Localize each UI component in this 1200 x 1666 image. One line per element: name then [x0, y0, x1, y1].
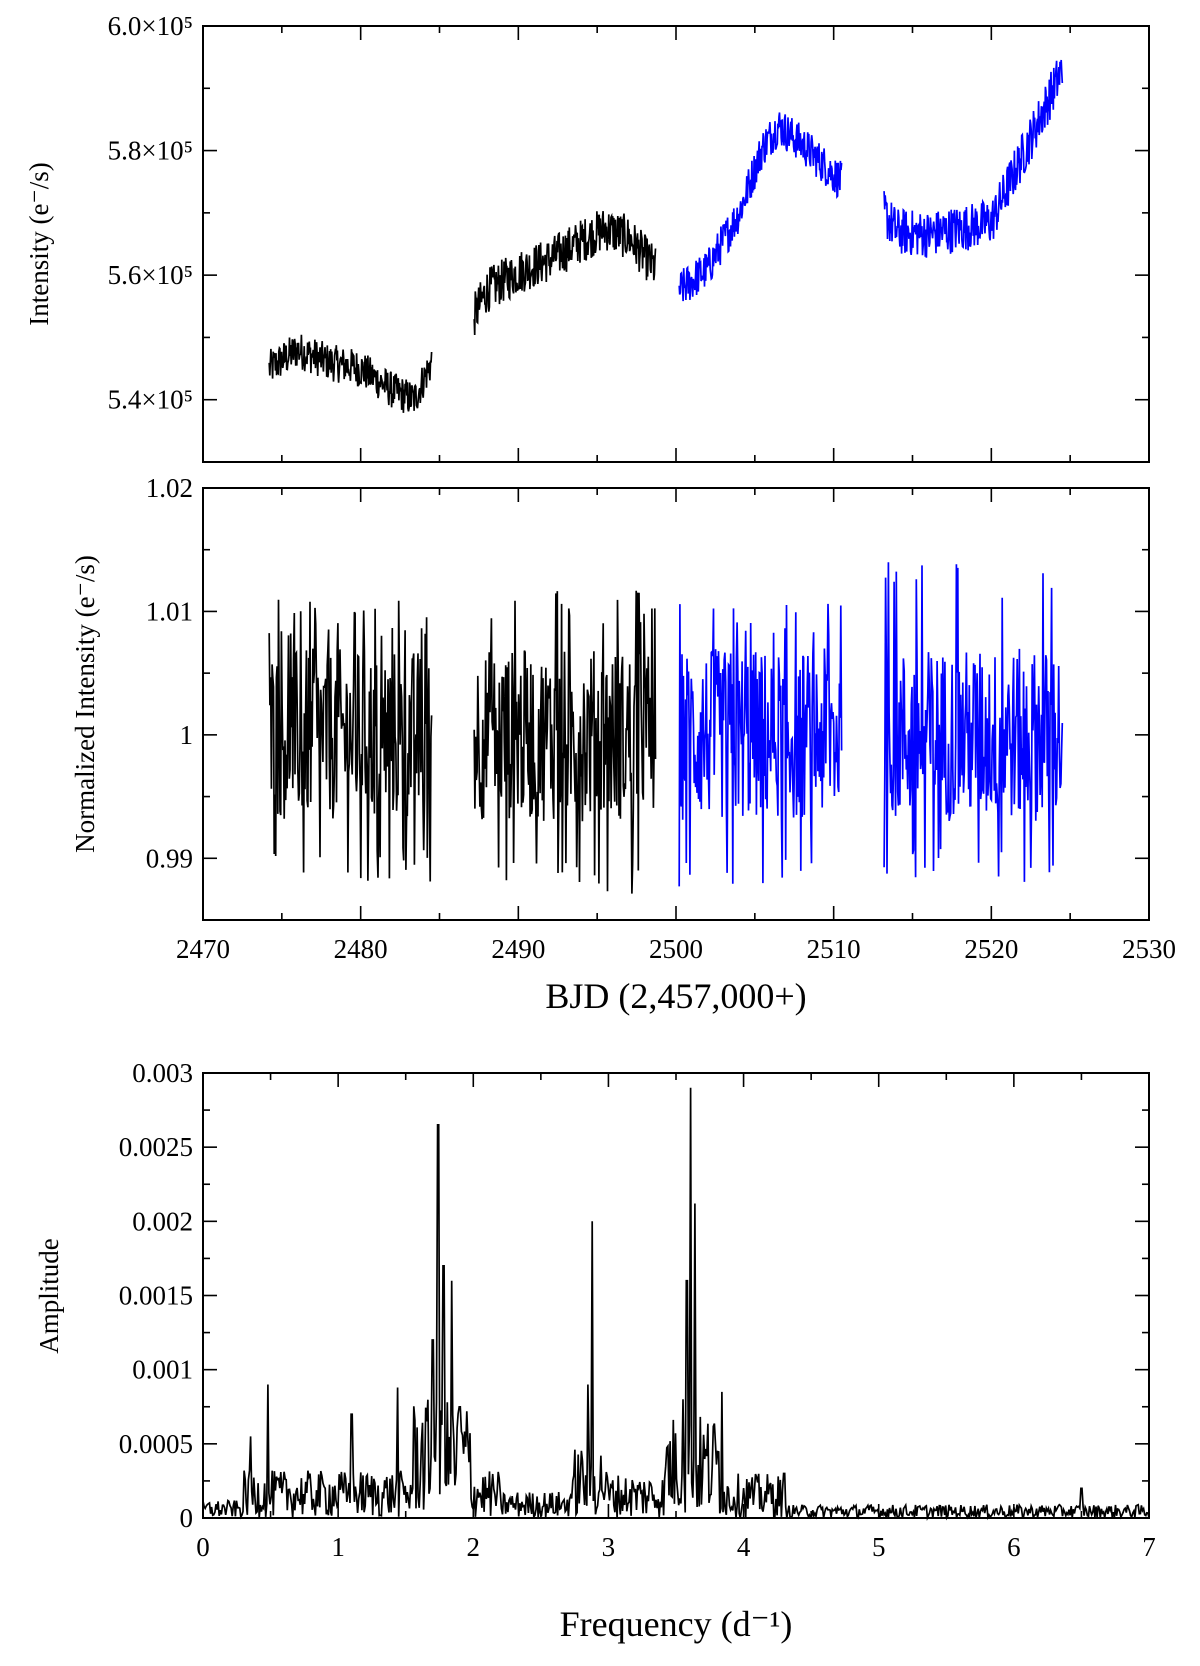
- y-tick-label: 5.8×10⁵: [108, 136, 193, 166]
- x-tick-label: 2520: [964, 934, 1018, 964]
- normalized-series-line: [883, 562, 1064, 882]
- x-tick-label: 0: [196, 1532, 210, 1562]
- intensity-series-line: [473, 211, 657, 336]
- normalized-series-line: [473, 590, 657, 894]
- intensity-y-axis-label: Intensity (e⁻/s): [24, 162, 54, 325]
- panel-normalized: 2470 2480 2490 2500 2510 2520 2530 0.99 1 1.01 1.0…: [70, 473, 1176, 1016]
- intensity-series-line: [268, 334, 433, 413]
- y-tick-label: 0.001: [132, 1355, 193, 1385]
- frequency-x-axis-label: Frequency (d⁻¹): [560, 1604, 793, 1644]
- y-tick-label: 0.0005: [119, 1429, 193, 1459]
- intensity-series-line: [883, 59, 1064, 258]
- y-tick-label: 0.0015: [119, 1281, 193, 1311]
- y-tick-label: 1.02: [146, 473, 193, 503]
- y-tick-label: 0.0025: [119, 1132, 193, 1162]
- y-tick-label: 1.01: [146, 596, 193, 626]
- normalized-series-line: [678, 603, 843, 887]
- amplitude-axis-ticks: 0 1 2 3 4 5 6 7 0 0.0005 0.001 0.0015 0.002 0.0025 0.0…: [119, 1058, 1156, 1562]
- x-tick-label: 6: [1007, 1532, 1021, 1562]
- y-tick-label: 0: [180, 1503, 194, 1533]
- y-tick-label: 5.6×10⁵: [108, 260, 193, 290]
- amplitude-y-axis-label: Amplitude: [34, 1238, 64, 1354]
- normalized-series-area: [268, 562, 1064, 894]
- amplitude-series-area: [202, 1087, 1150, 1521]
- x-tick-label: 2470: [176, 934, 230, 964]
- y-tick-label: 1: [180, 720, 194, 750]
- y-tick-label: 5.4×10⁵: [108, 385, 193, 415]
- bjd-x-axis-label: BJD (2,457,000+): [545, 976, 806, 1016]
- y-tick-label: 0.003: [132, 1058, 193, 1088]
- panel-amplitude: 0 1 2 3 4 5 6 7 0 0.0005 0.001 0.0015 0.002 0.0025 0.0…: [34, 1058, 1156, 1644]
- x-tick-label: 2490: [491, 934, 545, 964]
- y-tick-label: 0.99: [146, 843, 193, 873]
- intensity-plot-frame: [202, 25, 1150, 463]
- normalized-series-line: [268, 599, 433, 882]
- intensity-series-area: [268, 59, 1064, 413]
- x-tick-label: 2: [467, 1532, 481, 1562]
- x-tick-label: 1: [331, 1532, 345, 1562]
- x-tick-label: 2500: [649, 934, 703, 964]
- intensity-series-line: [678, 112, 843, 302]
- x-tick-label: 7: [1142, 1532, 1156, 1562]
- x-tick-label: 3: [602, 1532, 616, 1562]
- panel-intensity: 5.4×10⁵ 5.6×10⁵ 5.8×10⁵ 6.0×10⁵ Intensity (…: [24, 11, 1150, 463]
- intensity-axis-ticks: 5.4×10⁵ 5.6×10⁵ 5.8×10⁵ 6.0×10⁵: [108, 11, 1150, 462]
- y-tick-label: 0.002: [132, 1206, 193, 1236]
- amplitude-spectrum-line: [202, 1087, 1150, 1521]
- normalized-y-axis-label: Normalized Intensity (e⁻/s): [70, 555, 100, 853]
- x-tick-label: 4: [737, 1532, 751, 1562]
- x-tick-label: 2510: [807, 934, 861, 964]
- x-tick-label: 5: [872, 1532, 886, 1562]
- y-tick-label: 6.0×10⁵: [108, 11, 193, 41]
- normalized-axis-ticks: 2470 2480 2490 2500 2510 2520 2530 0.99 1 1.01 1.0…: [146, 473, 1176, 964]
- x-tick-label: 2480: [334, 934, 388, 964]
- x-tick-label: 2530: [1122, 934, 1176, 964]
